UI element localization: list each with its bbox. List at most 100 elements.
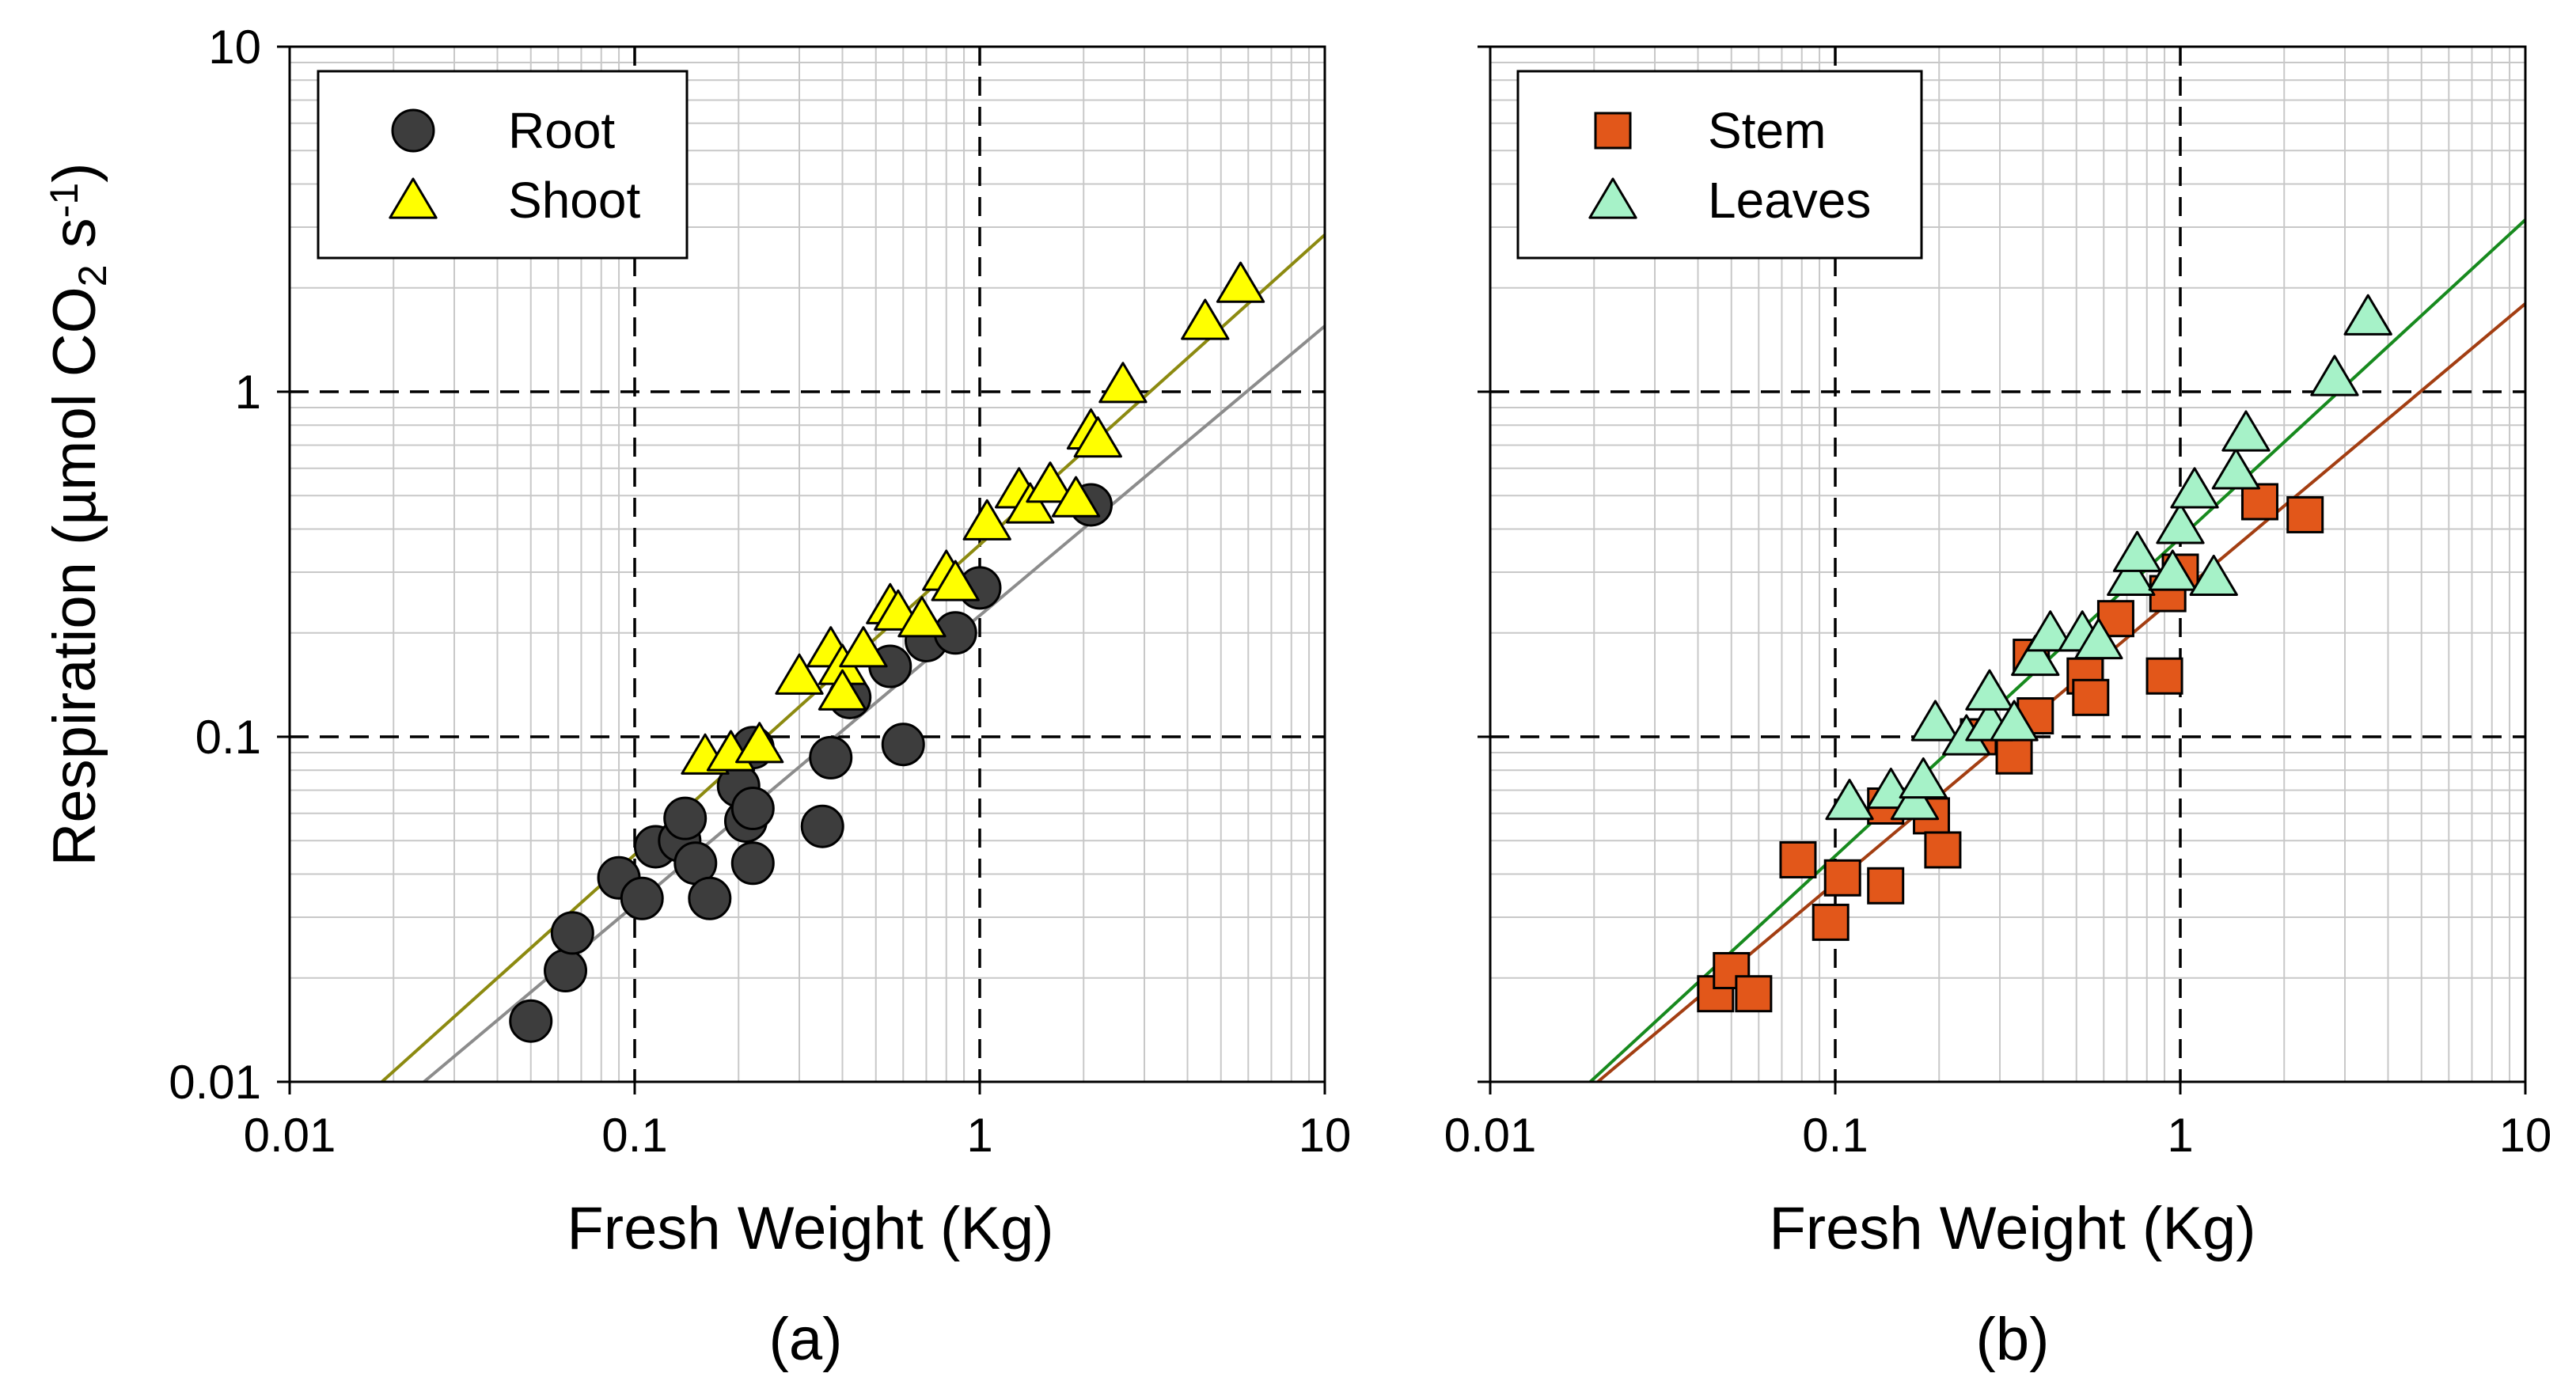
panel-b-frame: [1489, 45, 2527, 1083]
leaves-point: [2211, 448, 2261, 490]
panel-a-x-axis-title: Fresh Weight (Kg): [567, 1195, 1053, 1262]
shoot-point: [818, 669, 867, 711]
leaves-point: [2112, 530, 2162, 572]
shoot-point: [1026, 461, 1075, 503]
leaves-point: [2170, 467, 2219, 509]
y-axis-title-sub: 2: [70, 264, 115, 286]
root-point: [663, 796, 708, 840]
stem-point: [1812, 903, 1849, 941]
root-point: [550, 911, 594, 955]
leaves-point: [2107, 554, 2156, 597]
leaves-point: [1965, 669, 2014, 711]
stem-point: [2145, 657, 2183, 695]
x-tick-label: 1: [2167, 1109, 2193, 1162]
shoot-point: [1181, 298, 1230, 340]
shoot-point: [1216, 261, 1265, 303]
panel-a-minor-grid: [290, 47, 1325, 1082]
root-point: [730, 787, 775, 831]
panel-a: 0.01 0.1 1 10 0.01 0.1 1 10 Root Shoot Fresh Wei…: [169, 21, 1351, 1373]
x-tick-label: 10: [1299, 1109, 1352, 1162]
legend-stem-label: Stem: [1708, 102, 1826, 159]
root-point: [688, 876, 732, 920]
shoot-point: [962, 499, 1011, 541]
y-axis-title-main: Respiration (µmol CO: [41, 286, 108, 866]
root-point: [509, 999, 553, 1043]
y-tick-label: 10: [208, 21, 261, 74]
leaves-point: [1990, 700, 2039, 742]
legend-leaves-marker: [1588, 177, 1637, 219]
leaves-point: [2148, 549, 2197, 591]
y-axis-title-mid: s: [41, 218, 108, 264]
x-tick-label: 0.01: [1444, 1109, 1537, 1162]
x-tick-label: 10: [2499, 1109, 2552, 1162]
leaves-point: [2156, 503, 2205, 544]
panel-a-major-grid: [290, 47, 1325, 1082]
panel-b-points: [1697, 294, 2392, 1013]
root-point: [809, 735, 853, 780]
leaves-point: [2011, 635, 2060, 677]
panel-b-tick-labels: 0.01 0.1 1 10: [1444, 45, 2552, 1162]
leaves-point: [2074, 617, 2123, 660]
root-point: [544, 949, 588, 993]
leaves-point: [2221, 410, 2271, 452]
stem-point: [1779, 840, 1817, 878]
y-axis-title: Respiration (µmol CO2 s-1): [41, 163, 115, 867]
stem-point: [2240, 483, 2278, 521]
panel-b-label: (b): [1976, 1306, 2050, 1373]
shoot-point: [1073, 416, 1122, 458]
legend-box: [317, 70, 689, 260]
legend-shoot-label: Shoot: [508, 172, 640, 229]
shoot-point: [931, 560, 980, 601]
stem-fit-line: [1596, 302, 2527, 1083]
leaves-point: [2310, 355, 2359, 396]
legend-box: [1516, 70, 1923, 260]
y-tick-label: 1: [235, 366, 261, 419]
root-point: [800, 804, 844, 848]
panel-b-x-axis-title: Fresh Weight (Kg): [1769, 1195, 2255, 1262]
legend-shoot-marker: [389, 177, 438, 219]
leaves-point: [2343, 294, 2392, 336]
panel-a-tick-labels: 0.01 0.1 1 10 0.01 0.1 1 10: [169, 21, 1351, 1162]
legend-root-label: Root: [508, 102, 615, 159]
panel-a-legend: Root Shoot: [317, 70, 689, 260]
panel-a-label: (a): [769, 1306, 843, 1373]
x-tick-label: 0.01: [244, 1109, 336, 1162]
panel-a-frame: [288, 45, 1326, 1083]
leaves-point: [1910, 700, 1960, 742]
stem-point: [1823, 859, 1861, 897]
stem-point: [1735, 975, 1773, 1013]
x-tick-label: 0.1: [601, 1109, 667, 1162]
y-tick-label: 0.1: [195, 711, 261, 764]
stem-point: [2286, 495, 2324, 533]
shoot-point: [839, 626, 888, 668]
shoot-point: [1098, 362, 1148, 404]
legend-stem-marker: [1594, 112, 1632, 150]
x-tick-label: 0.1: [1802, 1109, 1868, 1162]
legend-leaves-label: Leaves: [1708, 172, 1871, 229]
shoot-point: [1006, 482, 1055, 524]
leaves-point: [1899, 757, 1948, 799]
panel-a-points: [509, 261, 1265, 1043]
root-point: [730, 841, 775, 886]
root-point: [881, 723, 925, 767]
shoot-point: [735, 722, 784, 764]
shoot-point: [897, 596, 947, 638]
stem-point: [2096, 600, 2134, 638]
leaves-point: [1890, 779, 1940, 821]
stem-point: [1995, 737, 2033, 775]
y-axis-title-end: ): [41, 163, 108, 183]
shoot-point: [775, 653, 824, 695]
stem-point: [1924, 831, 1962, 869]
panel-b-legend: Stem Leaves: [1516, 70, 1923, 260]
leaves-point: [2026, 610, 2075, 652]
leaves-point: [1825, 779, 1874, 821]
stem-point: [1867, 867, 1905, 905]
root-point: [620, 876, 664, 920]
stem-point: [2072, 678, 2110, 716]
legend-root-marker: [391, 108, 435, 153]
x-tick-label: 1: [966, 1109, 992, 1162]
shoot-point: [1051, 476, 1101, 518]
leaves-point: [2189, 554, 2238, 597]
